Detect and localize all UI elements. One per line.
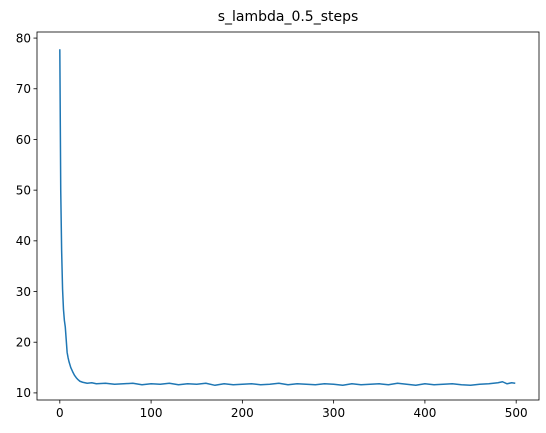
y-tick-label: 80 [16,31,31,45]
y-tick-label: 40 [16,234,31,248]
x-tick-label: 100 [140,406,163,420]
y-tick-label: 60 [16,133,31,147]
x-tick-label: 400 [413,406,436,420]
y-tick-label: 10 [16,386,31,400]
series-layer [59,49,516,387]
series-line [59,49,516,387]
x-tick-label: 300 [322,406,345,420]
y-tick-label: 50 [16,183,31,197]
plot-frame [36,31,540,401]
chart-title: s_lambda_0.5_steps [218,9,359,25]
x-tick-label: 500 [505,406,528,420]
x-tick-label: 0 [56,406,64,420]
x-tick-label: 200 [231,406,254,420]
y-tick-label: 30 [16,285,31,299]
y-tick-label: 70 [16,82,31,96]
y-axis: 10 20 30 40 50 60 70 80 [16,31,37,400]
x-axis: 0 100 200 300 400 500 [56,400,528,420]
y-tick-label: 20 [16,336,31,350]
